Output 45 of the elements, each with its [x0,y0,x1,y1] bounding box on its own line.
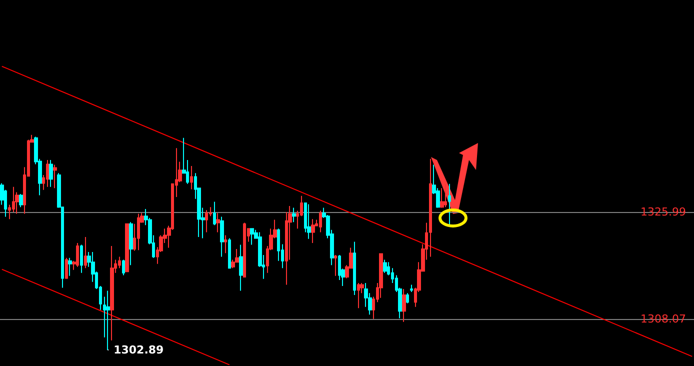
candlestick [307,204,311,240]
candlestick [448,183,451,226]
candlestick [190,165,193,190]
candlestick [243,222,246,278]
candlestick [292,207,296,223]
candlestick [125,223,129,272]
candlestick [122,259,125,276]
candlestick [205,210,208,233]
candlestick [65,257,68,280]
candlestick [429,158,432,258]
candlestick [216,212,220,233]
candlestick [228,238,231,270]
candlestick [402,288,406,322]
candlestick [129,222,133,266]
candlestick [68,257,72,276]
candlestick [406,292,409,304]
candlestick [357,282,360,309]
candlestick [46,160,49,188]
candlestick [213,201,216,226]
candlestick [118,256,121,269]
candlestick [239,244,243,292]
candlestick [224,234,227,254]
candlestick [311,218,315,244]
candlestick [53,164,57,189]
candlestick [319,210,322,233]
candlestick [334,254,337,276]
candlestick [76,242,79,268]
candlestick [220,216,224,258]
candlestick [19,194,23,208]
candlestick [110,245,114,341]
candlestick [80,244,83,274]
candlestick [49,160,53,188]
y-tick-label: 1325.99 [640,206,686,219]
candlestick [137,213,140,251]
candlestick [84,236,87,269]
candlestick [106,290,110,350]
annotation: 1302.89 [114,343,164,356]
candlestick [250,228,254,246]
candlestick [410,284,413,292]
candlestick [444,183,447,208]
candlestick [383,259,387,274]
candlestick [353,241,356,296]
candlestick [440,188,444,208]
y-tick-label: 1308.07 [640,312,686,326]
candlestick [379,253,383,298]
